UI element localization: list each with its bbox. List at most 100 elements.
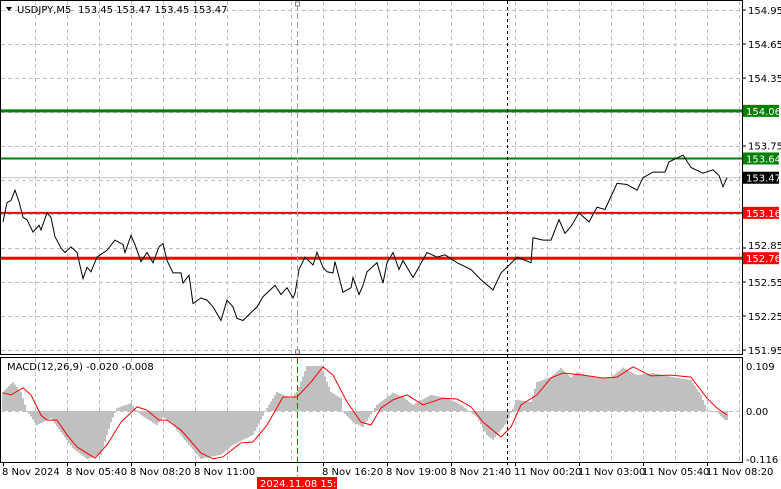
macd-histogram-bar (178, 411, 180, 433)
macd-histogram-bar (360, 411, 362, 427)
macd-histogram-bar (338, 396, 340, 411)
macd-histogram-bar (12, 382, 14, 411)
macd-histogram-bar (390, 394, 392, 411)
macd-histogram-bar (678, 378, 680, 411)
macd-histogram-bar (264, 411, 266, 412)
macd-histogram-bar (176, 411, 178, 430)
macd-histogram-bar (494, 411, 496, 438)
macd-histogram-bar (648, 373, 650, 411)
resistance-price-badge-label: 154.06 (746, 107, 781, 118)
macd-histogram-bar (232, 411, 234, 445)
macd-histogram-bar (640, 374, 642, 411)
macd-histogram-bar (68, 411, 70, 443)
crosshair-time-badge (257, 477, 337, 489)
macd-histogram-bar (304, 371, 306, 411)
macd-histogram-bar (202, 411, 204, 459)
macd-histogram-bar (40, 411, 42, 424)
macd-histogram-bar (50, 411, 52, 419)
macd-histogram-bar (350, 411, 352, 421)
x-tick-label: 11 Nov 00:20 (514, 467, 581, 478)
macd-histogram-bar (452, 401, 454, 411)
macd-histogram-bar (346, 411, 348, 416)
crosshair-time-label: 2024.11.08 15:15 (260, 479, 349, 489)
macd-histogram-bar (588, 375, 590, 411)
macd-histogram-bar (470, 411, 472, 413)
macd-histogram-bar (442, 397, 444, 411)
macd-histogram-bar (636, 375, 638, 411)
macd-histogram-bar (610, 377, 612, 411)
crosshair-handle-bottom[interactable] (295, 349, 300, 355)
macd-histogram-bar (314, 365, 316, 411)
macd-histogram-bar (522, 400, 524, 411)
macd-histogram-bar (378, 403, 380, 411)
macd-histogram-bar (616, 372, 618, 411)
macd-panel-border (0, 357, 743, 463)
collapse-triangle-icon[interactable] (6, 7, 12, 11)
macd-histogram-bar (602, 377, 604, 411)
macd-histogram-bar (186, 411, 188, 443)
macd-histogram-bar (6, 388, 8, 411)
macd-histogram-bar (538, 381, 540, 411)
macd-histogram-bar (634, 374, 636, 411)
crosshair-handle-top[interactable] (295, 1, 300, 7)
macd-histogram-bar (90, 411, 92, 458)
macd-histogram-bar (322, 371, 324, 411)
macd-histogram-bar (716, 411, 718, 412)
time-axis[interactable]: 8 Nov 2024 8 Nov 05:40 8 Nov 08:20 8 Nov 11… (2, 463, 773, 489)
macd-histogram-bar (618, 370, 620, 411)
macd-histogram-bar (310, 365, 312, 411)
current-price-badge (743, 171, 779, 184)
macd-histogram-bar (88, 411, 90, 459)
macd-histogram-bar (206, 411, 208, 458)
macd-histogram-bar (110, 411, 112, 423)
macd-histogram-bar (704, 405, 706, 411)
macd-histogram-bar (72, 411, 74, 449)
macd-histogram-bar (594, 377, 596, 411)
macd-histogram-bar (454, 401, 456, 411)
macd-histogram-bar (472, 411, 474, 415)
macd-histogram-bar (198, 411, 200, 457)
macd-histogram-bar (568, 375, 570, 411)
y-tick-label: 154.65 (748, 40, 781, 51)
macd-histogram-bar (572, 375, 574, 411)
level-lines (1, 109, 742, 260)
x-tick-label: 8 Nov 19:00 (386, 467, 447, 478)
macd-histogram-bar (300, 381, 302, 411)
macd-histogram-bar (430, 394, 432, 411)
macd-histogram-bar (282, 394, 284, 411)
macd-histogram-bar (354, 411, 356, 424)
macd-histogram-bar (444, 397, 446, 411)
ohlc-values: 153.45 153.47 153.45 153.47 (78, 5, 228, 16)
macd-histogram-bar (10, 384, 12, 411)
macd-histogram-bar (222, 411, 224, 454)
price-axis[interactable]: 154.95 154.65 154.35 153.75 152.85 152.55 152.… (742, 6, 781, 466)
macd-histogram-bar (220, 411, 222, 455)
macd-histogram-bar (356, 411, 358, 425)
macd-histogram-bar (134, 407, 136, 411)
macd-histogram-bar (702, 399, 704, 411)
macd-histogram-bar (280, 393, 282, 411)
support-price-badge (743, 206, 779, 219)
macd-histogram-bar (614, 373, 616, 411)
macd-histogram-bar (194, 411, 196, 452)
macd-histogram-bar (672, 377, 674, 411)
macd-title: MACD(12,26,9) -0.020 -0.008 (7, 362, 154, 373)
macd-histogram-bar (272, 398, 274, 411)
macd-histogram-bar (432, 395, 434, 411)
macd-histogram-bar (146, 411, 148, 419)
y-tick-label: 151.95 (748, 346, 781, 357)
macd-histogram-bar (436, 396, 438, 411)
macd-histogram-bar (8, 386, 10, 411)
macd-histogram-bar (152, 411, 154, 423)
resistance-price-badge-label: 153.64 (746, 154, 781, 165)
macd-histogram-bar (492, 411, 494, 440)
macd-histogram-bar (720, 411, 722, 416)
macd-histogram-bar (294, 394, 296, 411)
macd-histogram-bar (434, 395, 436, 411)
macd-histogram-bar (108, 411, 110, 429)
macd-histogram-bar (682, 378, 684, 411)
x-tick-label: 11 Nov 08:20 (706, 467, 773, 478)
macd-histogram-bar (292, 396, 294, 411)
macd-histogram-bar (714, 411, 716, 412)
